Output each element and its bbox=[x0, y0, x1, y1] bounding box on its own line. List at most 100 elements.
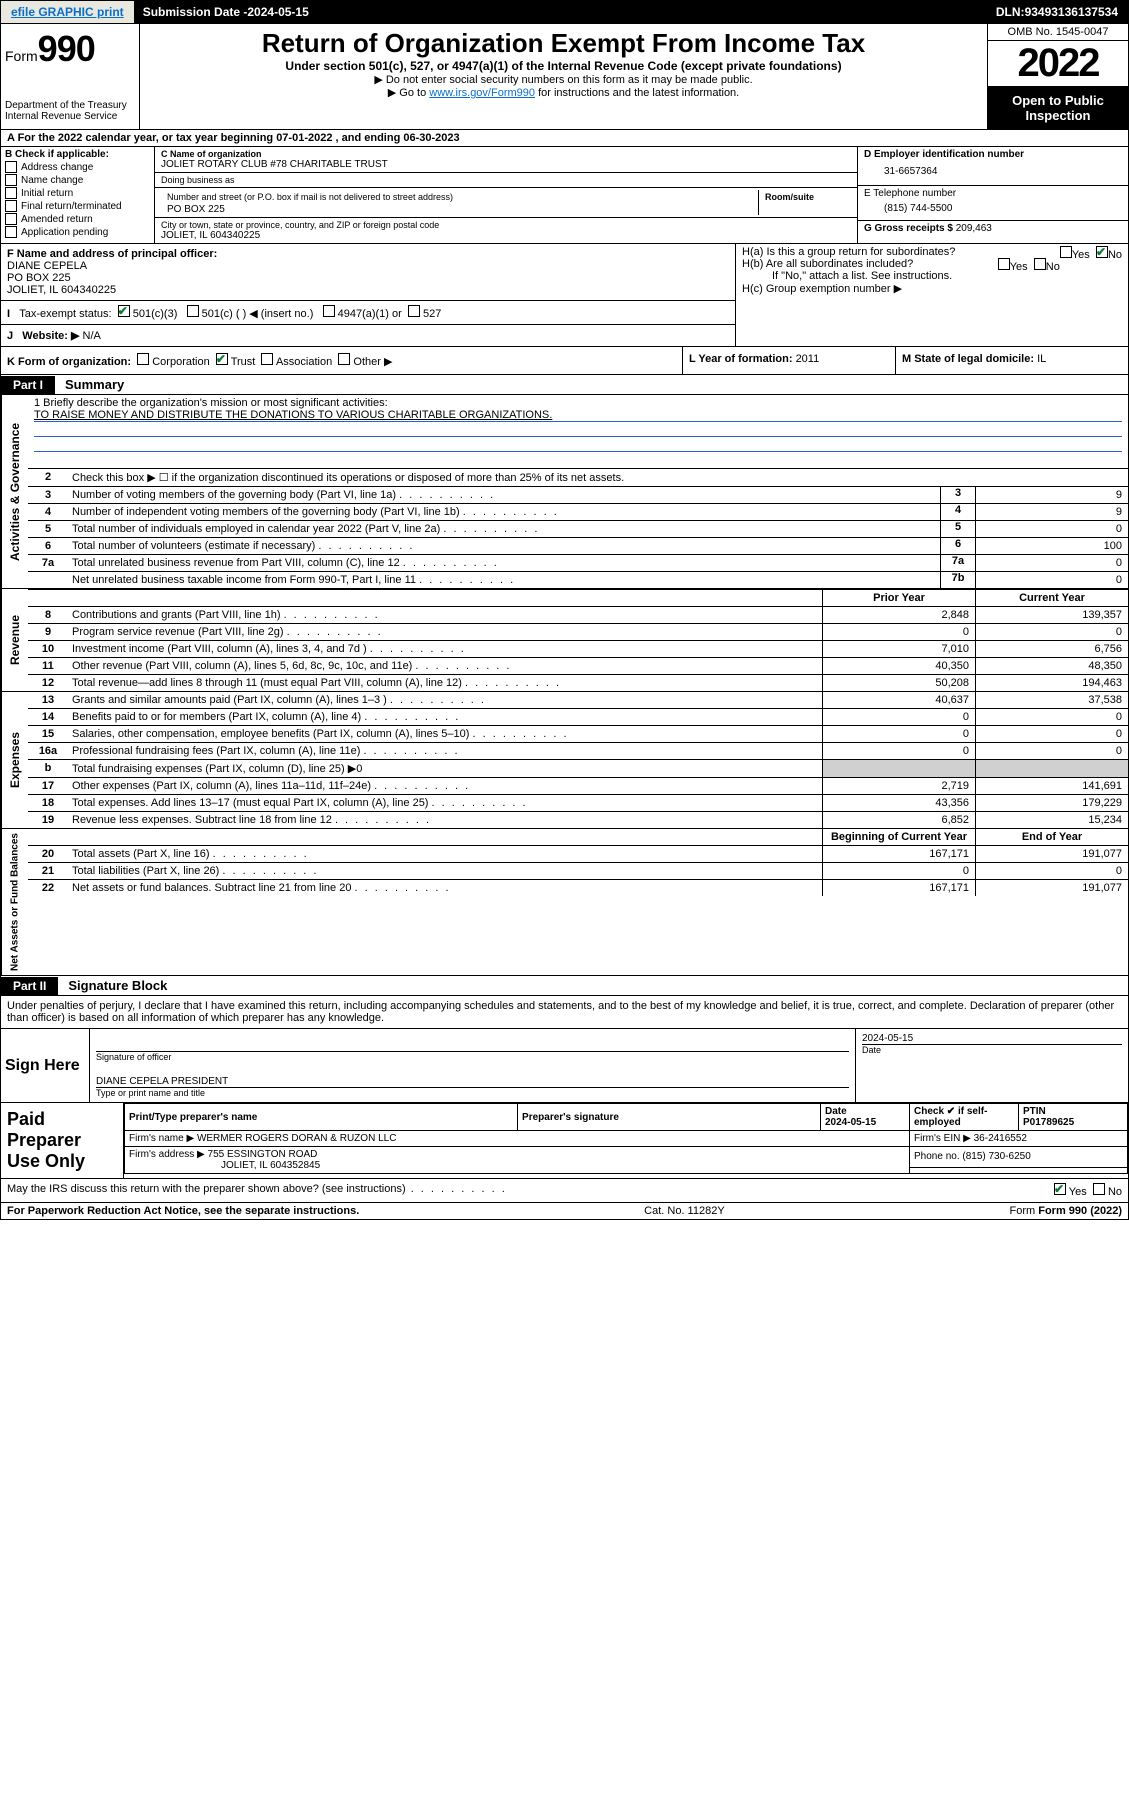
prep-sig-hdr: Preparer's signature bbox=[518, 1104, 821, 1131]
paid-preparer-block: Paid Preparer Use Only Print/Type prepar… bbox=[0, 1103, 1129, 1179]
mission-block: 1 Briefly describe the organization's mi… bbox=[28, 395, 1128, 469]
k-corp bbox=[137, 353, 149, 365]
line-14: 14Benefits paid to or for members (Part … bbox=[28, 709, 1128, 726]
hdr-current-year: Current Year bbox=[975, 590, 1128, 606]
dln-value: 93493136137534 bbox=[1025, 5, 1118, 19]
officer-city: JOLIET, IL 604340225 bbox=[7, 284, 116, 296]
part2-tab: Part II bbox=[1, 977, 58, 995]
checkbox-name-change[interactable]: Name change bbox=[5, 174, 150, 186]
side-expenses: Expenses bbox=[1, 692, 28, 828]
tax-year: 2022 bbox=[988, 41, 1128, 87]
line-4: 4Number of independent voting members of… bbox=[28, 504, 1128, 521]
signature-declaration: Under penalties of perjury, I declare th… bbox=[0, 996, 1129, 1029]
hb-note: If "No," attach a list. See instructions… bbox=[742, 270, 1122, 282]
line-16a: 16aProfessional fundraising fees (Part I… bbox=[28, 743, 1128, 760]
checkbox-initial-return[interactable]: Initial return bbox=[5, 187, 150, 199]
submission-date-value: 2024-05-15 bbox=[247, 5, 308, 19]
omb-number: OMB No. 1545-0047 bbox=[988, 24, 1128, 41]
line-12: 12Total revenue—add lines 8 through 11 (… bbox=[28, 675, 1128, 691]
firm-addr1: 755 ESSINGTON ROAD bbox=[208, 1149, 318, 1160]
city-label: City or town, state or province, country… bbox=[161, 220, 851, 230]
may-irs-discuss: May the IRS discuss this return with the… bbox=[0, 1179, 1129, 1203]
footer-form: Form 990 (2022) bbox=[1038, 1205, 1122, 1217]
officer-street: PO BOX 225 bbox=[7, 272, 71, 284]
line-17: 17Other expenses (Part IX, column (A), l… bbox=[28, 778, 1128, 795]
hb-no bbox=[1034, 258, 1046, 270]
efile-print-link[interactable]: efile GRAPHIC print bbox=[1, 1, 135, 23]
prep-date: 2024-05-15 bbox=[825, 1117, 876, 1128]
line-22: 22Net assets or fund balances. Subtract … bbox=[28, 880, 1128, 896]
firm-addr2: JOLIET, IL 604352845 bbox=[129, 1160, 320, 1171]
ha-label: H(a) Is this a group return for subordin… bbox=[742, 246, 955, 258]
note-link: ▶ Go to www.irs.gov/Form990 for instruct… bbox=[148, 86, 979, 99]
paid-prep-label: Paid Preparer Use Only bbox=[1, 1103, 124, 1178]
gross-value: 209,463 bbox=[956, 223, 992, 234]
website-value: N/A bbox=[83, 330, 101, 342]
officer-sign-name: DIANE CEPELA PRESIDENT bbox=[96, 1076, 849, 1087]
page-footer: For Paperwork Reduction Act Notice, see … bbox=[0, 1203, 1129, 1220]
org-name: JOLIET ROTARY CLUB #78 CHARITABLE TRUST bbox=[161, 159, 851, 170]
hb-label: H(b) Are all subordinates included? bbox=[742, 258, 913, 270]
hdr-begin-year: Beginning of Current Year bbox=[822, 829, 975, 845]
org-name-label: C Name of organization bbox=[161, 149, 851, 159]
col-b-header: B Check if applicable: bbox=[5, 149, 150, 160]
part1-header: Part I Summary bbox=[0, 375, 1129, 395]
street-label: Number and street (or P.O. box if mail i… bbox=[161, 190, 758, 204]
checkbox-application-pending[interactable]: Application pending bbox=[5, 226, 150, 238]
part1-tab: Part I bbox=[1, 376, 55, 394]
col-c: C Name of organization JOLIET ROTARY CLU… bbox=[155, 147, 857, 243]
note-ssn: ▶ Do not enter social security numbers o… bbox=[148, 73, 979, 86]
form990-link[interactable]: www.irs.gov/Form990 bbox=[429, 87, 535, 99]
row-j: J Website: ▶ N/A bbox=[1, 325, 735, 346]
row-f: F Name and address of principal officer:… bbox=[1, 244, 735, 301]
dln: DLN: 93493136137534 bbox=[986, 1, 1128, 23]
form-title: Return of Organization Exempt From Incom… bbox=[148, 28, 979, 59]
line-3: 3Number of voting members of the governi… bbox=[28, 487, 1128, 504]
mission-question: 1 Briefly describe the organization's mi… bbox=[34, 397, 1122, 409]
phone-value: (815) 744-5500 bbox=[864, 199, 1122, 218]
ein-value: 31-6657364 bbox=[864, 160, 1122, 183]
line-5: 5Total number of individuals employed in… bbox=[28, 521, 1128, 538]
city-value: JOLIET, IL 604340225 bbox=[161, 230, 851, 241]
line-21: 21Total liabilities (Part X, line 26) 00 bbox=[28, 863, 1128, 880]
col-de: D Employer identification number 31-6657… bbox=[857, 147, 1128, 243]
signature-line: Signature of officer bbox=[96, 1051, 849, 1062]
form-header: Form990 Department of the Treasury Inter… bbox=[0, 24, 1129, 130]
part2-title: Signature Block bbox=[58, 976, 177, 995]
sign-date-label: Date bbox=[862, 1044, 1122, 1055]
prep-selfemp: Check ✔ if self-employed bbox=[910, 1104, 1019, 1131]
mayirs-no bbox=[1093, 1183, 1105, 1195]
col-b: B Check if applicable: Address changeNam… bbox=[1, 147, 155, 243]
department: Department of the Treasury Internal Reve… bbox=[5, 100, 135, 122]
line-18: 18Total expenses. Add lines 13–17 (must … bbox=[28, 795, 1128, 812]
k-trust bbox=[216, 353, 228, 365]
part1-title: Summary bbox=[55, 375, 134, 394]
submission-label: Submission Date - bbox=[143, 5, 248, 19]
section-expenses: Expenses 13Grants and similar amounts pa… bbox=[0, 692, 1129, 829]
mayirs-yes bbox=[1054, 1183, 1066, 1195]
checkbox-address-change[interactable]: Address change bbox=[5, 161, 150, 173]
phone-label: E Telephone number bbox=[864, 188, 1122, 199]
section-netassets: Net Assets or Fund Balances Beginning of… bbox=[0, 829, 1129, 976]
check-501c3 bbox=[118, 305, 130, 317]
row-i: I Tax-exempt status: 501(c)(3) 501(c) ( … bbox=[1, 301, 735, 325]
checkbox-amended-return[interactable]: Amended return bbox=[5, 213, 150, 225]
sign-here-row: Sign Here Signature of officer DIANE CEP… bbox=[0, 1029, 1129, 1103]
hdr-end-year: End of Year bbox=[975, 829, 1128, 845]
line-b: bTotal fundraising expenses (Part IX, co… bbox=[28, 760, 1128, 778]
dba-label: Doing business as bbox=[161, 175, 851, 185]
line-15: 15Salaries, other compensation, employee… bbox=[28, 726, 1128, 743]
block-bcde: B Check if applicable: Address changeNam… bbox=[0, 147, 1129, 244]
top-bar: efile GRAPHIC print Submission Date - 20… bbox=[0, 0, 1129, 24]
part2-header: Part II Signature Block bbox=[0, 976, 1129, 996]
check-4947 bbox=[323, 305, 335, 317]
prep-name-hdr: Print/Type preparer's name bbox=[125, 1104, 518, 1131]
row-a-taxyear: A For the 2022 calendar year, or tax yea… bbox=[0, 130, 1129, 147]
gross-label: G Gross receipts $ bbox=[864, 223, 956, 234]
submission-date: Submission Date - 2024-05-15 bbox=[135, 1, 986, 23]
line-6: 6Total number of volunteers (estimate if… bbox=[28, 538, 1128, 555]
year-formation: 2011 bbox=[796, 353, 820, 365]
line-9: 9Program service revenue (Part VIII, lin… bbox=[28, 624, 1128, 641]
ein-label: D Employer identification number bbox=[864, 149, 1122, 160]
checkbox-final-return-terminated[interactable]: Final return/terminated bbox=[5, 200, 150, 212]
